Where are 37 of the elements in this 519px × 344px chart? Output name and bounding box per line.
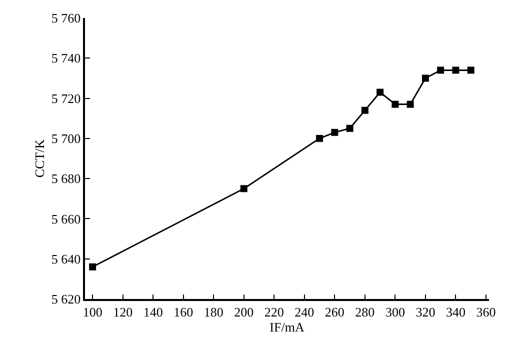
x-tick-label: 140 [143, 304, 163, 320]
x-tick-label: 260 [324, 304, 344, 320]
x-tick-label: 340 [446, 304, 466, 320]
point [346, 124, 354, 132]
x-tick-label: 300 [385, 304, 405, 320]
y-tick-label: 5 740 [51, 50, 81, 66]
x-tick-label: 360 [476, 304, 496, 320]
point [406, 100, 414, 108]
y-tick-label: 5 700 [51, 130, 81, 146]
y-tick-label: 5 680 [51, 171, 81, 186]
x-tick-label: 100 [82, 304, 102, 320]
point [467, 66, 474, 74]
x-axis-title: IF/mA [270, 319, 305, 334]
y-tick-label: 5 660 [51, 211, 81, 226]
x-tick-label: 160 [174, 304, 194, 320]
y-tick-label: 5 640 [51, 251, 81, 266]
point [89, 263, 96, 270]
x-tick-label: 200 [234, 304, 254, 320]
point [240, 185, 248, 192]
x-tick-label: 240 [294, 304, 314, 320]
point [376, 88, 384, 96]
x-tick-label: 320 [416, 304, 436, 320]
point [331, 128, 338, 136]
x-tick-label: 180 [204, 304, 224, 320]
y-tick-label: 5 720 [51, 90, 81, 106]
point [437, 66, 444, 74]
x-tick-label: 280 [355, 304, 375, 320]
point [422, 74, 429, 82]
point [361, 106, 368, 114]
x-tick-label: 120 [113, 304, 133, 320]
y-tick-label: 5 620 [51, 292, 81, 307]
point [316, 134, 324, 142]
x-tick-label: 220 [264, 304, 284, 320]
point [452, 66, 460, 74]
y-axis-title: CCT/K [32, 138, 47, 178]
point [392, 100, 399, 108]
y-tick-label: 5 760 [51, 10, 81, 26]
